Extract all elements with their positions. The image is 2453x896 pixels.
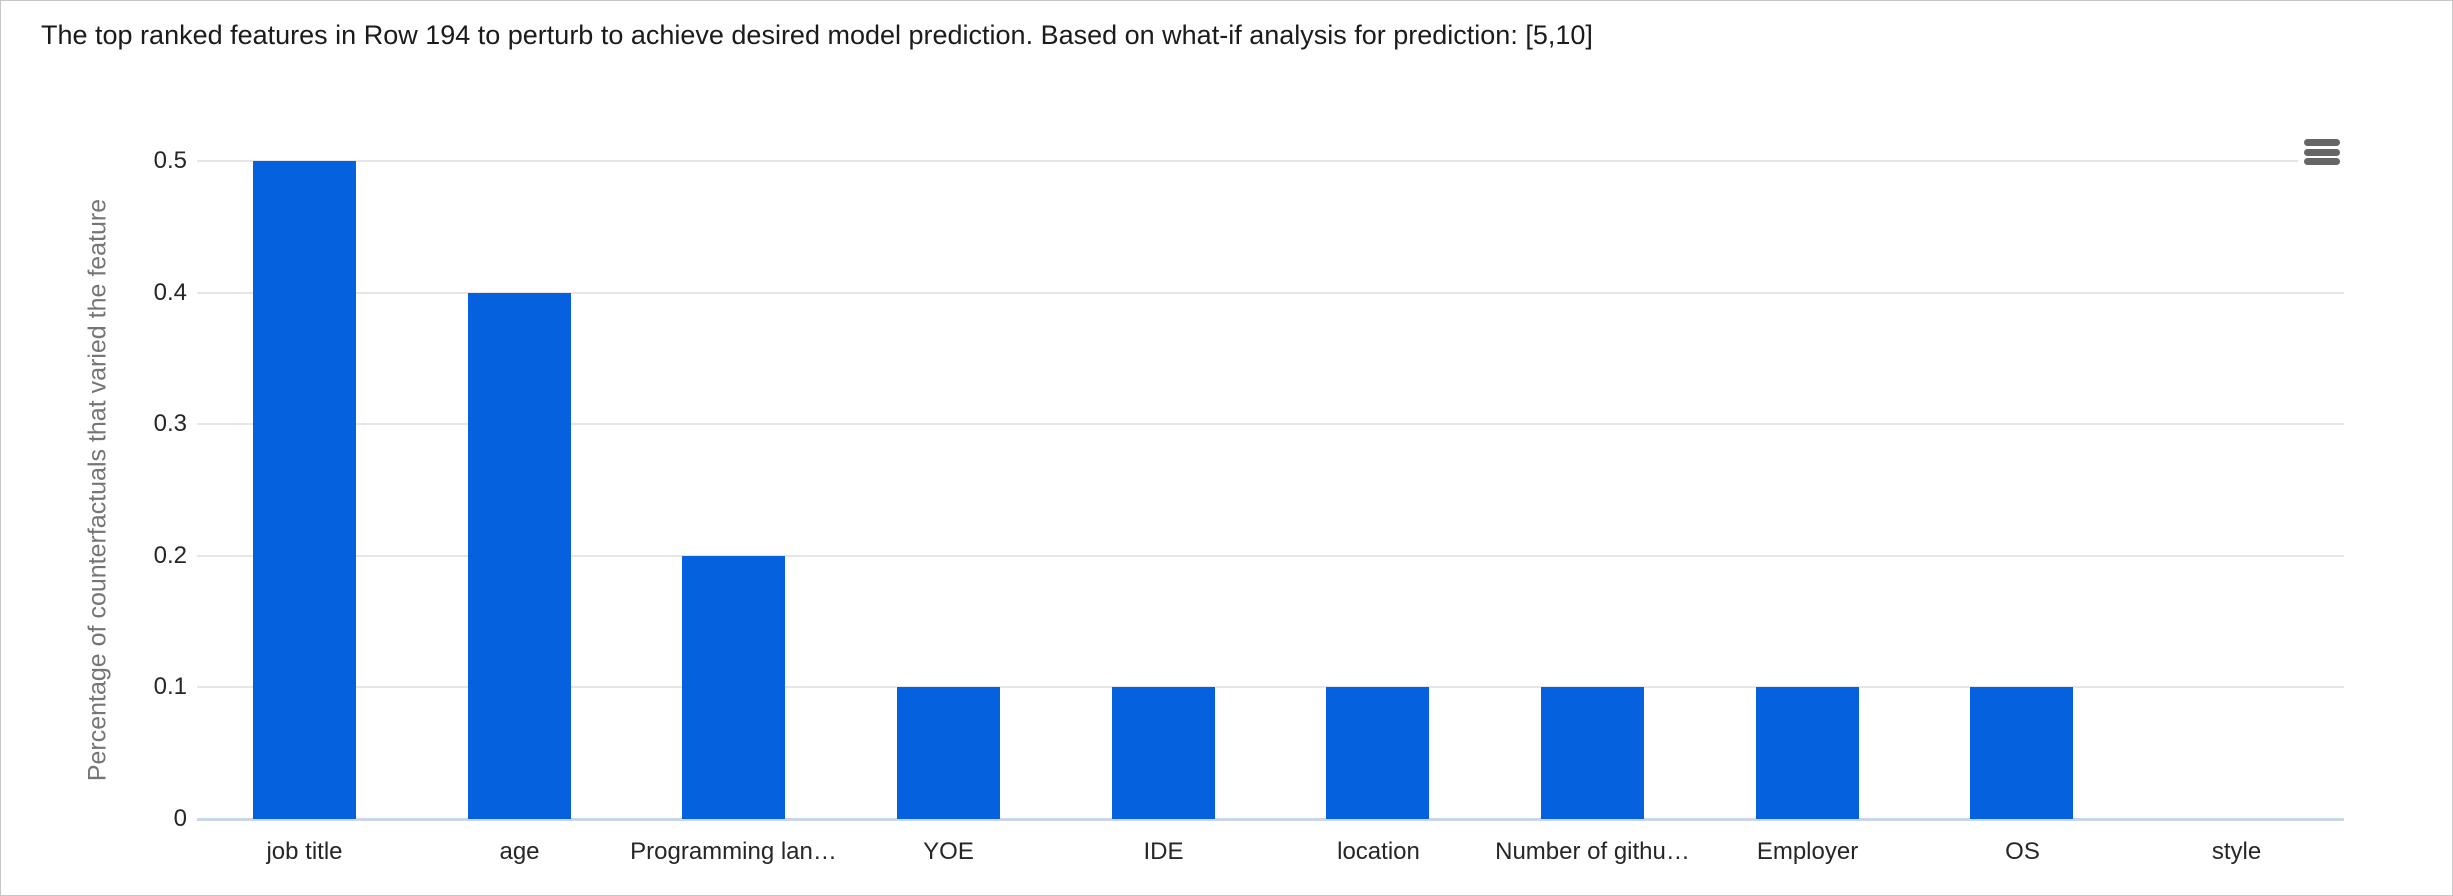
bar-job-title[interactable] <box>253 161 356 819</box>
bar-yoe[interactable] <box>897 687 1000 819</box>
y-tick-label: 0 <box>173 805 187 832</box>
x-category-label: Number of githu… <box>1495 838 1690 865</box>
gridline-y-0.4 <box>197 291 2344 294</box>
bar-programming-lan-[interactable] <box>682 556 785 819</box>
y-tick-label: 0.4 <box>153 278 187 306</box>
x-category-label: job title <box>266 838 343 865</box>
bar-employer[interactable] <box>1756 687 1859 819</box>
x-category-label: YOE <box>923 838 974 865</box>
bar-os[interactable] <box>1970 687 2073 819</box>
gridline-y-0.3 <box>197 423 2344 426</box>
bar-ide[interactable] <box>1112 687 1215 819</box>
bar-location[interactable] <box>1326 687 1429 819</box>
y-tick-label: 0.1 <box>153 673 187 701</box>
plot-area <box>197 160 2344 821</box>
gridline-y-0.2 <box>197 554 2344 557</box>
gridline-y-0.5 <box>197 160 2344 162</box>
gridline-y-0.1 <box>197 686 2344 689</box>
x-category-label: OS <box>2005 838 2040 865</box>
x-axis-line <box>197 818 2344 821</box>
bar-age[interactable] <box>468 293 571 819</box>
y-tick-label: 0.5 <box>153 147 187 174</box>
chart-context-menu-button[interactable] <box>2298 129 2346 175</box>
x-category-label: Programming lan… <box>630 838 837 865</box>
x-category-label: IDE <box>1143 838 1184 865</box>
x-category-label: location <box>1337 838 1420 865</box>
x-category-label: age <box>499 838 540 865</box>
y-tick-label: 0.2 <box>153 541 187 569</box>
bar-number-of-githu-[interactable] <box>1541 687 1644 819</box>
chart-title: The top ranked features in Row 194 to pe… <box>41 20 1593 50</box>
y-tick-label: 0.3 <box>153 410 187 438</box>
x-category-label: Employer <box>1756 838 1859 865</box>
hamburger-menu-icon <box>2304 139 2340 165</box>
x-category-label: style <box>2211 838 2262 865</box>
